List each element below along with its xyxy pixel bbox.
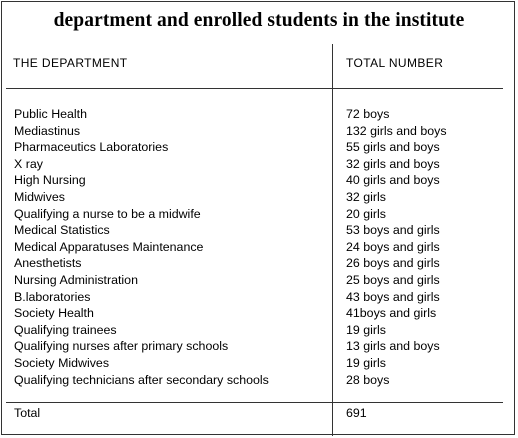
table-row: Public Health 72 boys bbox=[0, 106, 518, 123]
total-label: Total bbox=[14, 406, 41, 420]
total-column-header: TOTAL NUMBER bbox=[346, 56, 444, 70]
department-cell: Mediastinus bbox=[14, 123, 81, 138]
department-cell: Qualifying nurses after primary schools bbox=[14, 339, 229, 354]
department-cell: Medical Apparatuses Maintenance bbox=[14, 239, 204, 254]
department-cell: Qualifying a nurse to be a midwife bbox=[14, 206, 201, 221]
table-row: Medical Statistics 53 boys and girls bbox=[0, 222, 518, 239]
total-cell: 132 girls and boys bbox=[346, 123, 447, 138]
total-cell: 28 boys bbox=[346, 372, 390, 387]
total-cell: 20 girls bbox=[346, 206, 386, 221]
table-row: Society Midwives 19 girls bbox=[0, 355, 518, 372]
total-cell: 55 girls and boys bbox=[346, 140, 440, 155]
total-cell: 19 girls bbox=[346, 322, 386, 337]
table-row: Medical Apparatuses Maintenance 24 boys a… bbox=[0, 239, 518, 256]
total-cell: 26 boys and girls bbox=[346, 256, 440, 271]
table-row: X ray 32 girls and boys bbox=[0, 156, 518, 173]
footer-divider bbox=[6, 402, 503, 403]
department-cell: Public Health bbox=[14, 107, 88, 121]
total-cell: 43 boys and girls bbox=[346, 289, 440, 304]
table-body: Public Health 72 boys Mediastinus 132 girl… bbox=[0, 106, 518, 388]
total-cell: 32 girls and boys bbox=[346, 156, 440, 171]
column-divider bbox=[332, 44, 333, 436]
table-title: department and enrolled students in the … bbox=[53, 10, 465, 31]
total-cell: 24 boys and girls bbox=[346, 239, 440, 254]
total-cell: 72 boys bbox=[346, 107, 390, 121]
department-cell: Society Health bbox=[14, 306, 94, 321]
department-column-header: THE DEPARTMENT bbox=[13, 56, 128, 70]
total-cell: 32 girls bbox=[346, 189, 386, 204]
department-cell: Qualifying trainees bbox=[14, 322, 117, 337]
table-row: Pharmaceutics Laboratories 55 girls and b… bbox=[0, 139, 518, 156]
department-cell: B.laboratories bbox=[14, 289, 91, 304]
department-cell: High Nursing bbox=[14, 173, 86, 188]
department-cell: Nursing Administration bbox=[14, 272, 138, 287]
table-row: Nursing Administration 25 boys and girls bbox=[0, 272, 518, 289]
department-cell: Anesthetists bbox=[14, 256, 82, 271]
table-row: Mediastinus 132 girls and boys bbox=[0, 123, 518, 140]
table-row: B.laboratories 43 boys and girls bbox=[0, 289, 518, 306]
department-cell: Medical Statistics bbox=[14, 223, 110, 238]
total-cell: 13 girls and boys bbox=[346, 339, 440, 354]
table-row: Qualifying technicians after secondary s… bbox=[0, 372, 518, 389]
total-value: 691 bbox=[346, 406, 367, 420]
total-cell: 41boys and girls bbox=[346, 306, 437, 321]
table-row: Qualifying nurses after primary schools 1… bbox=[0, 338, 518, 355]
department-cell: X ray bbox=[14, 156, 43, 171]
department-cell: Midwives bbox=[14, 189, 65, 204]
table-row: High Nursing 40 girls and boys bbox=[0, 172, 518, 189]
department-cell: Qualifying technicians after secondary s… bbox=[14, 372, 269, 387]
table-row: Midwives 32 girls bbox=[0, 189, 518, 206]
total-cell: 19 girls bbox=[346, 355, 386, 370]
table-row: Society Health 41boys and girls bbox=[0, 305, 518, 322]
table-row: Qualifying trainees 19 girls bbox=[0, 322, 518, 339]
department-cell: Society Midwives bbox=[14, 355, 110, 370]
total-cell: 53 boys and girls bbox=[346, 223, 440, 238]
table-row: Anesthetists 26 boys and girls bbox=[0, 255, 518, 272]
department-cell: Pharmaceutics Laboratories bbox=[14, 140, 169, 155]
header-divider bbox=[6, 88, 503, 89]
table-row: Qualifying a nurse to be a midwife 20 gir… bbox=[0, 206, 518, 223]
total-cell: 25 boys and girls bbox=[346, 272, 440, 287]
total-cell: 40 girls and boys bbox=[346, 173, 440, 188]
